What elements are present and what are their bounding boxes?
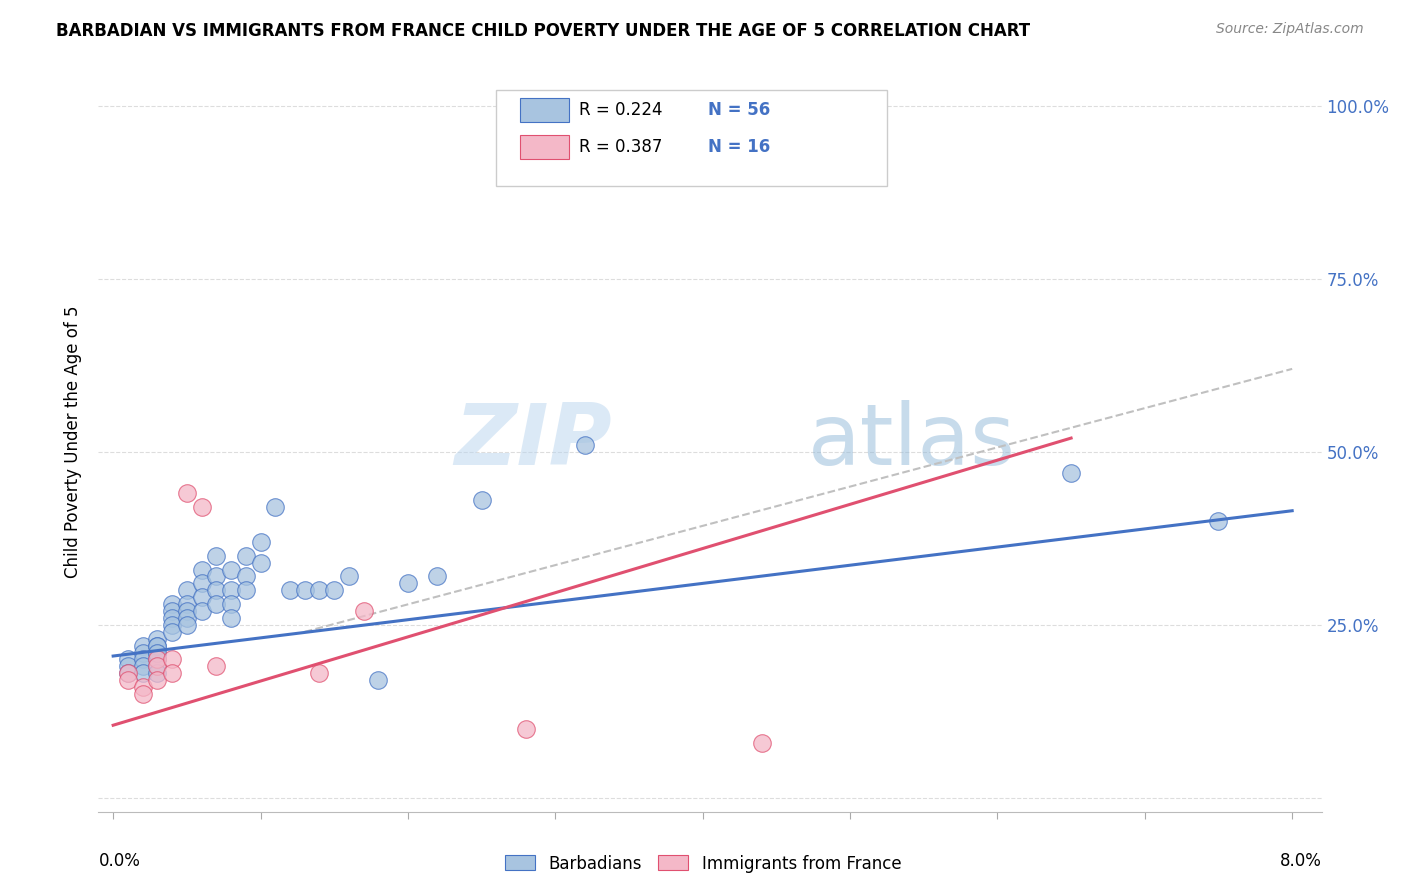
Point xyxy=(190,604,212,618)
Point xyxy=(131,687,153,701)
Point xyxy=(160,618,183,632)
Point xyxy=(323,583,346,598)
Point xyxy=(1060,466,1083,480)
Point xyxy=(117,659,139,673)
Text: R = 0.387: R = 0.387 xyxy=(579,138,662,156)
Text: N = 16: N = 16 xyxy=(707,138,770,156)
Text: 0.0%: 0.0% xyxy=(98,853,141,871)
Point xyxy=(146,673,169,688)
Point xyxy=(219,563,242,577)
Point xyxy=(160,666,183,681)
Point xyxy=(176,597,198,611)
Point xyxy=(117,666,139,681)
Text: Source: ZipAtlas.com: Source: ZipAtlas.com xyxy=(1216,22,1364,37)
Point xyxy=(176,486,198,500)
Point xyxy=(190,591,212,605)
Point xyxy=(205,659,228,673)
FancyBboxPatch shape xyxy=(496,90,887,186)
Text: BARBADIAN VS IMMIGRANTS FROM FRANCE CHILD POVERTY UNDER THE AGE OF 5 CORRELATION: BARBADIAN VS IMMIGRANTS FROM FRANCE CHIL… xyxy=(56,22,1031,40)
Point xyxy=(160,597,183,611)
Point xyxy=(146,659,169,673)
Text: R = 0.224: R = 0.224 xyxy=(579,101,662,119)
Point xyxy=(308,666,330,681)
Text: 8.0%: 8.0% xyxy=(1279,853,1322,871)
Point xyxy=(190,576,212,591)
Point xyxy=(471,493,494,508)
Point xyxy=(205,597,228,611)
Point xyxy=(219,611,242,625)
Point xyxy=(205,583,228,598)
Point xyxy=(146,646,169,660)
Point xyxy=(146,639,169,653)
Point xyxy=(205,549,228,563)
Point xyxy=(294,583,316,598)
Point xyxy=(205,569,228,583)
Point xyxy=(353,604,375,618)
Point xyxy=(146,652,169,666)
Point xyxy=(146,632,169,646)
Point xyxy=(117,673,139,688)
Point xyxy=(131,680,153,694)
Point xyxy=(131,646,153,660)
Point xyxy=(249,556,271,570)
Point xyxy=(190,500,212,515)
FancyBboxPatch shape xyxy=(520,98,569,121)
Point xyxy=(146,652,169,666)
Point xyxy=(131,666,153,681)
Point xyxy=(367,673,389,688)
Point xyxy=(131,659,153,673)
Legend: Barbadians, Immigrants from France: Barbadians, Immigrants from France xyxy=(498,848,908,880)
Point xyxy=(337,569,360,583)
Point xyxy=(160,604,183,618)
Point xyxy=(131,652,153,666)
Point xyxy=(235,549,257,563)
Point xyxy=(574,438,596,452)
Point xyxy=(235,569,257,583)
Point xyxy=(515,722,537,736)
Point xyxy=(176,583,198,598)
Point xyxy=(219,597,242,611)
Point xyxy=(308,583,330,598)
Point xyxy=(278,583,301,598)
FancyBboxPatch shape xyxy=(520,135,569,159)
Text: N = 56: N = 56 xyxy=(707,101,770,119)
Text: ZIP: ZIP xyxy=(454,400,612,483)
Point xyxy=(1208,514,1230,528)
Text: atlas: atlas xyxy=(808,400,1017,483)
Point xyxy=(235,583,257,598)
Point xyxy=(751,735,773,749)
Point xyxy=(176,618,198,632)
Point xyxy=(146,666,169,681)
Point xyxy=(249,534,271,549)
Point xyxy=(146,659,169,673)
Point xyxy=(146,646,169,660)
Point xyxy=(160,624,183,639)
Point xyxy=(117,666,139,681)
Point xyxy=(219,583,242,598)
Point xyxy=(396,576,419,591)
Point xyxy=(117,652,139,666)
Y-axis label: Child Poverty Under the Age of 5: Child Poverty Under the Age of 5 xyxy=(65,305,83,578)
Point xyxy=(190,563,212,577)
Point xyxy=(160,652,183,666)
Point xyxy=(131,639,153,653)
Point xyxy=(264,500,287,515)
Point xyxy=(160,611,183,625)
Point xyxy=(176,604,198,618)
Point xyxy=(176,611,198,625)
Point xyxy=(146,639,169,653)
Point xyxy=(426,569,449,583)
